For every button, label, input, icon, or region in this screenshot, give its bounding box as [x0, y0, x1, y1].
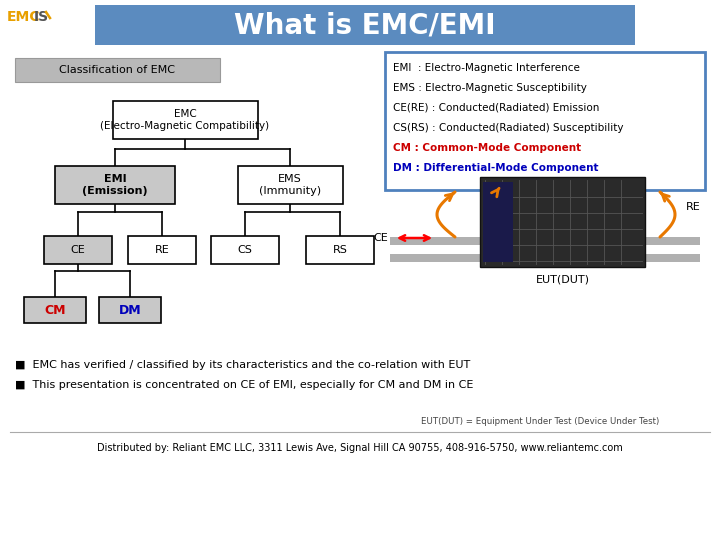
FancyBboxPatch shape [95, 5, 635, 45]
FancyBboxPatch shape [99, 297, 161, 323]
Text: EUT(DUT): EUT(DUT) [536, 274, 590, 284]
Bar [390, 237, 700, 245]
FancyBboxPatch shape [128, 236, 196, 264]
Text: CM : Common-Mode Component: CM : Common-Mode Component [393, 143, 581, 153]
FancyBboxPatch shape [211, 236, 279, 264]
Text: EMC: EMC [7, 10, 40, 24]
FancyBboxPatch shape [306, 236, 374, 264]
Text: Distributed by: Reliant EMC LLC, 3311 Lewis Ave, Signal Hill CA 90755, 408-916-5: Distributed by: Reliant EMC LLC, 3311 Le… [97, 443, 623, 453]
Text: ■  EMC has verified / classified by its characteristics and the co-relation with: ■ EMC has verified / classified by its c… [15, 360, 470, 370]
Bar [390, 254, 700, 262]
FancyBboxPatch shape [15, 58, 220, 82]
FancyBboxPatch shape [44, 236, 112, 264]
Text: CE: CE [373, 233, 388, 243]
Text: EMS
(Immunity): EMS (Immunity) [259, 174, 321, 196]
Bar [483, 182, 513, 262]
Text: What is EMC/EMI: What is EMC/EMI [234, 11, 496, 39]
Text: CS: CS [238, 245, 253, 255]
Text: EMS : Electro-Magnetic Susceptibility: EMS : Electro-Magnetic Susceptibility [393, 83, 587, 93]
Text: EMI
(Emission): EMI (Emission) [82, 174, 148, 196]
Text: EMC
(Electro-Magnetic Compatibility): EMC (Electro-Magnetic Compatibility) [100, 109, 269, 131]
Text: CE(RE) : Conducted(Radiated) Emission: CE(RE) : Conducted(Radiated) Emission [393, 103, 599, 113]
Text: ■  This presentation is concentrated on CE of EMI, especially for CM and DM in C: ■ This presentation is concentrated on C… [15, 380, 473, 390]
Text: DM : Differential-Mode Component: DM : Differential-Mode Component [393, 163, 598, 173]
Text: Classification of EMC: Classification of EMC [59, 65, 175, 75]
FancyBboxPatch shape [238, 166, 343, 204]
Text: CS(RS) : Conducted(Radiated) Susceptibility: CS(RS) : Conducted(Radiated) Susceptibil… [393, 123, 624, 133]
Text: RS: RS [333, 245, 348, 255]
Text: CE: CE [71, 245, 86, 255]
Text: IS: IS [34, 10, 49, 24]
FancyBboxPatch shape [385, 52, 705, 190]
Bar [480, 177, 645, 267]
FancyBboxPatch shape [55, 166, 175, 204]
Text: RE: RE [155, 245, 169, 255]
FancyBboxPatch shape [24, 297, 86, 323]
Text: EUT(DUT) = Equipment Under Test (Device Under Test): EUT(DUT) = Equipment Under Test (Device … [421, 417, 659, 427]
Text: CM: CM [44, 303, 66, 316]
Text: RE: RE [685, 202, 701, 212]
Text: DM: DM [119, 303, 141, 316]
Text: EMI  : Electro-Magnetic Interference: EMI : Electro-Magnetic Interference [393, 63, 580, 73]
FancyBboxPatch shape [112, 101, 258, 139]
